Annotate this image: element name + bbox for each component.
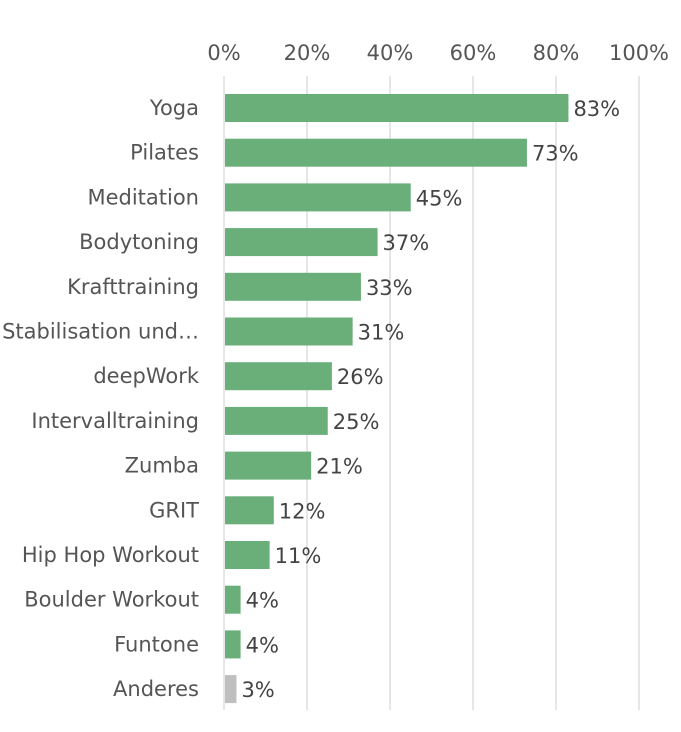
bar: [225, 451, 312, 480]
category-label: GRIT: [149, 498, 199, 522]
x-tick-label: 80%: [533, 41, 580, 65]
x-tick-label: 40%: [367, 41, 414, 65]
x-tick-label: 20%: [284, 41, 331, 65]
category-label: Anderes: [113, 677, 199, 701]
category-label: Zumba: [125, 454, 199, 478]
category-label: Krafttraining: [67, 275, 199, 299]
value-label: 11%: [275, 544, 322, 568]
category-label: deepWork: [93, 364, 200, 388]
value-label: 26%: [337, 365, 384, 389]
value-label: 33%: [366, 276, 413, 300]
bars: [225, 94, 569, 704]
category-label: Hip Hop Workout: [22, 543, 199, 567]
value-label: 4%: [246, 633, 279, 657]
bar: [225, 541, 270, 569]
category-label: Funtone: [114, 632, 199, 656]
value-label: 21%: [316, 455, 363, 479]
category-label: Bodytoning: [79, 230, 199, 254]
x-axis-ticks: 0% 20% 40% 60% 80% 100%: [207, 41, 669, 65]
category-label: Stabilisation und…: [2, 320, 199, 344]
value-label: 37%: [383, 231, 430, 255]
x-tick-label: 60%: [450, 41, 497, 65]
bar: [225, 272, 361, 301]
bar: [225, 585, 241, 614]
value-label: 25%: [333, 410, 380, 434]
bar: [225, 138, 527, 167]
value-label: 31%: [358, 321, 405, 345]
x-tick-label: 0%: [207, 41, 240, 65]
category-label: Meditation: [87, 185, 199, 209]
bar: [225, 496, 274, 525]
value-label: 45%: [416, 186, 463, 210]
bar: [225, 317, 353, 346]
category-label: Boulder Workout: [24, 588, 199, 612]
bar: [225, 630, 241, 659]
x-tick-label: 100%: [609, 41, 669, 65]
value-labels: 83% 73% 45% 37% 33% 31% 26% 25% 21% 12% 11% 4% 4% 3%: [241, 97, 620, 702]
bar: [225, 675, 237, 704]
gridlines: [223, 76, 640, 710]
category-labels: Yoga Pilates Meditation Bodytoning Krafttrai…: [2, 96, 200, 701]
value-label: 73%: [532, 142, 579, 166]
bar: [225, 406, 328, 435]
category-label: Pilates: [130, 141, 199, 165]
value-label: 12%: [279, 499, 326, 523]
bar: [225, 94, 569, 122]
bar: [225, 362, 332, 391]
bar: [225, 228, 378, 257]
value-label: 4%: [246, 589, 279, 613]
bar: [225, 183, 411, 212]
value-label: 83%: [573, 97, 620, 121]
category-label: Intervalltraining: [31, 409, 199, 433]
value-label: 3%: [241, 678, 274, 702]
category-label: Yoga: [149, 96, 199, 120]
